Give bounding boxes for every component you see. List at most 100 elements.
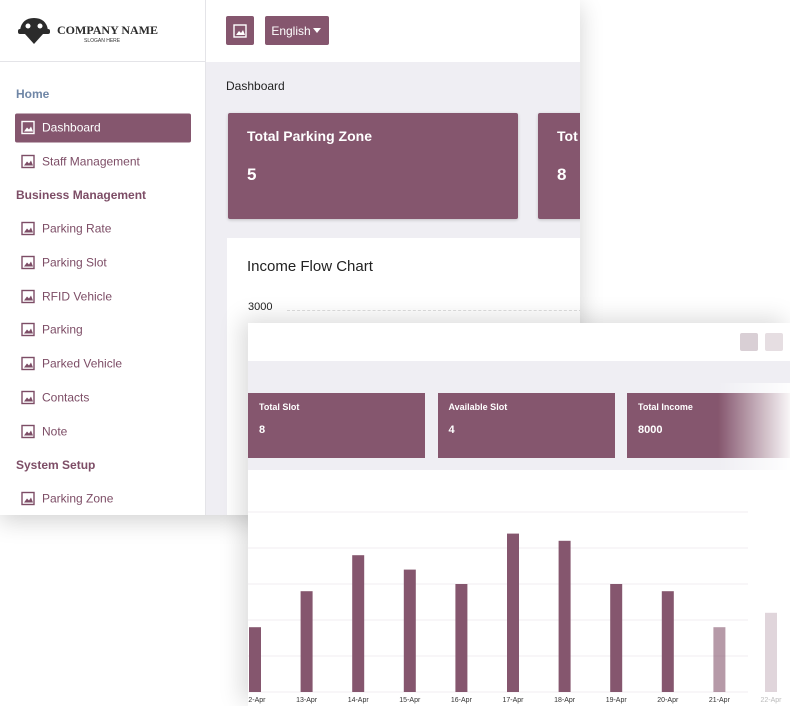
menu-item[interactable]: Dashboard (15, 113, 191, 143)
icon-shape (24, 227, 33, 233)
icon-frame (21, 255, 35, 270)
card-value: 8 (557, 165, 567, 184)
bar (765, 612, 777, 692)
menu-label: Parking Slot (42, 255, 107, 270)
icon (21, 390, 35, 404)
stat-card: Tot 8 (538, 113, 580, 219)
x-tick-label: 15-Apr (399, 697, 421, 704)
grid-line (287, 310, 580, 311)
x-tick-label: 18-Apr (554, 697, 576, 704)
menu-item[interactable]: Staff Management (15, 147, 191, 176)
section-title: Home (16, 87, 50, 101)
stat-card: Total Slot 8 (248, 393, 425, 458)
icon-frame (21, 323, 35, 337)
icon-frame (21, 154, 35, 169)
settings-button[interactable] (740, 333, 758, 351)
bar (713, 627, 726, 692)
slogan: SLOGAN HERE (84, 38, 121, 44)
icon (21, 255, 35, 270)
x-tick-label: 12-Apr (248, 697, 266, 704)
language: English (271, 23, 311, 38)
card-value: 5 (247, 165, 257, 184)
section-title: Business Management (16, 188, 147, 203)
bar (300, 591, 313, 692)
menu-item[interactable]: Parking Slot (15, 248, 191, 277)
menu-item[interactable]: Note (15, 417, 191, 446)
card-title: Available Slot (448, 402, 508, 412)
bar (507, 533, 519, 692)
menu-item[interactable]: Contacts (15, 383, 191, 412)
menu-label: Parking (42, 322, 83, 337)
card-title: Total Slot (259, 402, 300, 412)
language-dropdown[interactable]: English (265, 16, 329, 45)
icon-shape (24, 430, 33, 435)
icon-shape (24, 362, 33, 368)
bar (661, 591, 674, 692)
icon-shape (24, 160, 33, 166)
overlay-top-bar (248, 323, 790, 361)
card-title: Total Parking Zone (247, 128, 372, 144)
company-name: COMPANY NAME (57, 23, 158, 37)
stat-card: Total Parking Zone 5 (228, 113, 518, 219)
logo: COMPANY NAME SLOGAN HERE (0, 0, 206, 62)
card-title: Total Income (638, 402, 693, 412)
bar (249, 627, 261, 692)
icon (21, 356, 35, 371)
fade (718, 383, 790, 473)
menu-label: Parked Vehicle (42, 356, 123, 371)
x-tick-label: 22-Apr (760, 697, 782, 704)
menu-item[interactable]: RFID Vehicle (15, 282, 191, 311)
stat-card: Available Slot 4 (437, 393, 615, 458)
menu-item[interactable]: Parking (15, 315, 191, 344)
x-tick-label: 20-Apr (657, 697, 679, 704)
x-tick-label: 21-Apr (709, 697, 731, 704)
user-button[interactable] (765, 333, 783, 351)
top-bar: English (206, 0, 580, 62)
icon-frame (21, 424, 35, 438)
sidebar: COMPANY NAME SLOGAN HERE Home Dashboard St… (0, 0, 206, 515)
icon (21, 424, 35, 438)
icon-frame (21, 491, 35, 506)
icon-frame (21, 120, 35, 135)
x-tick-label: 17-Apr (502, 697, 524, 704)
bar (352, 555, 365, 692)
breadcrumb: Dashboard (226, 79, 285, 93)
bar (455, 584, 468, 692)
menu-item[interactable]: Parking Rate (15, 214, 191, 243)
card-value: 4 (448, 424, 455, 436)
overlay-window: Total Slot 8 Available Slot 4 Total Income 80… (248, 323, 790, 706)
menu-label: Parking Zone (42, 491, 114, 506)
x-tick-label: 16-Apr (451, 697, 473, 704)
menu-label: Dashboard (42, 120, 101, 135)
x-tick-label: 19-Apr (606, 697, 628, 704)
chart: 12-Apr 13-Apr 14-Apr 15-Apr 16-Apr 17-Apr 18-A… (248, 511, 782, 704)
icon (21, 120, 35, 135)
menu-item[interactable]: Parking Zone (15, 484, 191, 513)
icon (21, 491, 35, 506)
card-value: 8 (259, 424, 266, 436)
icon-shape (24, 497, 33, 503)
icon-shape (24, 328, 33, 334)
menu-label: Note (42, 424, 68, 438)
icon-shape (24, 396, 33, 402)
icon-shape (24, 126, 33, 132)
chart-title: Income Flow Chart (247, 258, 373, 275)
icon (21, 323, 35, 337)
icon-frame (21, 289, 35, 303)
menu-label: Parking Rate (42, 221, 112, 236)
menu-item[interactable]: Parked Vehicle (15, 349, 191, 378)
logo-icon (18, 18, 50, 44)
menu-label: RFID Vehicle (42, 289, 113, 304)
axis-label: 3000 (248, 301, 273, 313)
menu-label: Staff Management (42, 154, 140, 169)
icon-frame (21, 222, 35, 236)
icon-frame (21, 356, 35, 371)
image-button[interactable] (226, 16, 254, 45)
x-tick-label: 14-Apr (348, 697, 370, 704)
bar (403, 569, 416, 692)
section-title: System Setup (16, 457, 96, 472)
bar (558, 540, 571, 692)
icon (21, 222, 35, 236)
icon (21, 154, 35, 169)
icon (21, 289, 35, 303)
